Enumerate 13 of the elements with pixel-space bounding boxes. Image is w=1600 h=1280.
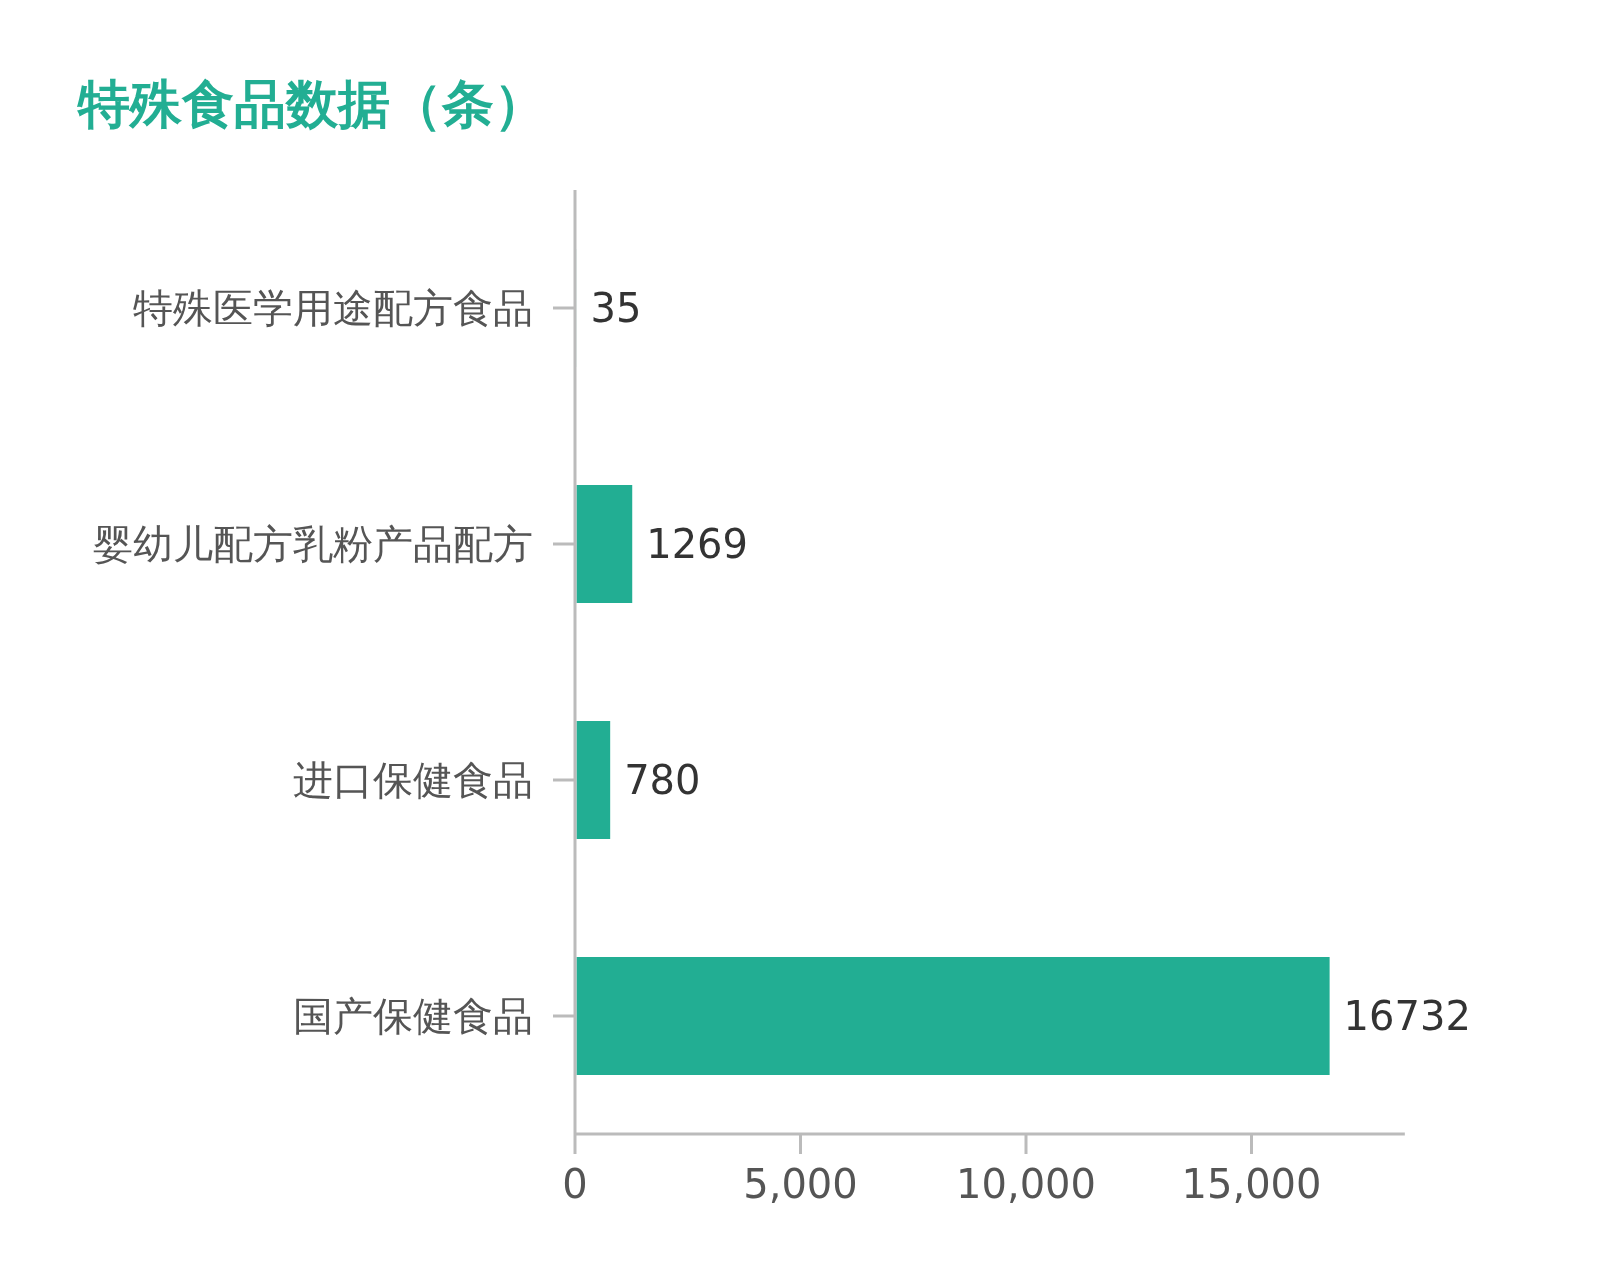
x-tick-label: 10,000 [956, 1161, 1096, 1207]
x-tick-label: 15,000 [1181, 1161, 1322, 1207]
y-tick-label: 进口保健食品 [293, 757, 533, 803]
x-tick-label: 5,000 [743, 1161, 858, 1207]
data-label: 1269 [646, 521, 749, 567]
chart-title: 特殊食品数据（条） [77, 74, 546, 134]
data-label: 35 [590, 285, 642, 331]
y-tick-label: 特殊医学用途配方食品 [133, 285, 533, 331]
y-tick-label: 婴幼儿配方乳粉产品配方 [93, 521, 533, 567]
y-tick-label: 国产保健食品 [293, 993, 533, 1039]
data-label: 16732 [1343, 993, 1471, 1039]
data-label: 780 [624, 757, 701, 803]
x-tick-label: 0 [562, 1161, 588, 1207]
